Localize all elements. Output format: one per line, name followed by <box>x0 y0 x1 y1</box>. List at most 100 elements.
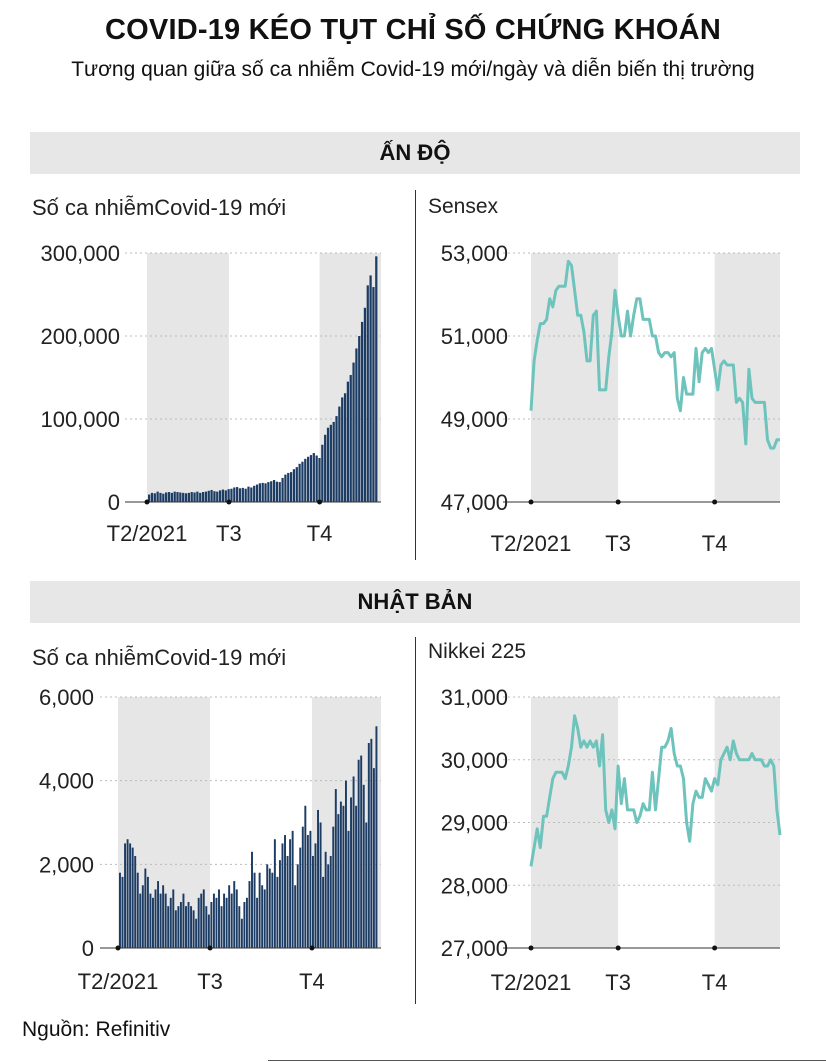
bar <box>236 487 239 502</box>
bar <box>121 876 124 948</box>
y-tick-label: 4,000 <box>39 769 94 794</box>
bar <box>148 494 151 502</box>
bar <box>355 348 358 502</box>
bar <box>324 434 327 502</box>
x-tick-label: T4 <box>702 970 728 995</box>
x-tick-label: T2/2021 <box>78 969 159 994</box>
bar <box>322 876 325 948</box>
bar <box>159 893 162 948</box>
bar <box>258 872 261 948</box>
bar <box>362 784 365 948</box>
bar <box>343 393 347 502</box>
bar <box>230 893 233 948</box>
bar <box>258 483 261 502</box>
bar <box>372 768 375 948</box>
bar <box>164 893 167 948</box>
bar <box>156 491 159 502</box>
chart-india-sensex: Sensex 47,000 49,000 51,000 53,000 T2/2021 T3 T… <box>428 195 780 556</box>
bar <box>266 864 269 948</box>
bar <box>215 897 218 948</box>
bar <box>182 492 185 502</box>
bar <box>190 492 193 502</box>
bar <box>196 491 199 502</box>
bar <box>273 839 276 948</box>
bar <box>154 889 157 948</box>
bar <box>301 826 304 948</box>
bar <box>346 381 350 502</box>
x-tick-mark <box>528 499 534 505</box>
x-tick-label: T3 <box>605 970 631 995</box>
bar <box>286 855 289 948</box>
bar <box>363 307 367 502</box>
x-tick-label: T3 <box>605 531 631 556</box>
bar <box>146 876 149 948</box>
bar <box>369 275 372 502</box>
bar <box>298 463 301 502</box>
bar <box>218 490 222 502</box>
y-tick-label: 0 <box>82 936 94 961</box>
bar <box>307 456 310 502</box>
y-tick-label: 31,000 <box>441 685 508 710</box>
bar <box>339 801 342 948</box>
bar <box>281 843 284 948</box>
bar <box>275 481 279 502</box>
bar <box>228 885 231 948</box>
bar <box>192 910 195 948</box>
bar <box>306 835 309 948</box>
bar <box>241 487 244 502</box>
bar <box>261 885 264 948</box>
bar <box>309 830 312 948</box>
bar <box>319 822 322 948</box>
bar <box>185 906 187 948</box>
bar <box>253 485 256 502</box>
y-tick-label: 300,000 <box>40 241 120 266</box>
bar <box>144 868 147 948</box>
bar <box>177 906 180 948</box>
x-tick-label: T4 <box>299 969 325 994</box>
x-tick-label: T3 <box>216 521 242 546</box>
bar <box>243 901 246 948</box>
x-tick-label: T2/2021 <box>491 531 572 556</box>
bar <box>304 458 307 502</box>
bar <box>349 375 352 502</box>
bar <box>247 486 250 502</box>
divider-india <box>415 190 416 560</box>
bar <box>187 901 190 948</box>
y-tick-label: 51,000 <box>441 324 508 349</box>
x-tick-label: T3 <box>197 969 223 994</box>
bar <box>149 893 152 948</box>
y-tick-label: 53,000 <box>441 241 508 266</box>
bar <box>197 897 200 948</box>
bar <box>341 397 344 502</box>
bar <box>372 287 375 502</box>
bar <box>347 830 350 948</box>
bar <box>271 872 274 948</box>
bar <box>170 492 173 502</box>
bar <box>337 814 340 948</box>
x-tick-mark <box>115 945 121 951</box>
bar <box>375 256 378 502</box>
bar <box>172 889 175 948</box>
x-tick-mark <box>615 945 621 951</box>
bar <box>182 893 185 948</box>
series-line <box>529 259 780 450</box>
bar <box>174 910 177 948</box>
bar <box>165 492 168 502</box>
bar <box>244 488 247 502</box>
bar <box>157 881 160 948</box>
bar <box>139 893 142 948</box>
bar <box>119 872 121 948</box>
bar <box>205 906 208 948</box>
page-title: COVID-19 KÉO TỤT CHỈ SỐ CHỨNG KHOÁN <box>105 14 721 46</box>
y-tick-label: 29,000 <box>441 811 508 836</box>
bar <box>152 897 154 948</box>
chart-title: Nikkei 225 <box>428 640 526 663</box>
chart-india-cases: Số ca nhiễmCovid-19 mới 0 100,000 200,000 30… <box>32 195 381 546</box>
bar <box>301 461 304 502</box>
bar <box>124 843 127 948</box>
bar <box>270 481 273 502</box>
bar <box>355 805 358 948</box>
bar <box>287 472 290 502</box>
y-tick-label: 0 <box>108 490 120 515</box>
bar <box>358 336 361 502</box>
